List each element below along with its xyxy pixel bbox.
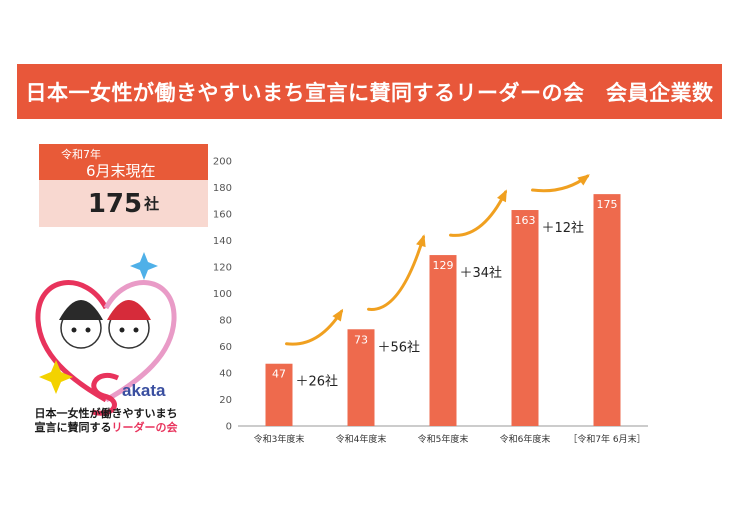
increment-label: ＋56社 bbox=[378, 339, 421, 355]
y-tick-label: 80 bbox=[219, 316, 232, 327]
status-header: 令和7年 6月末現在 bbox=[39, 144, 208, 180]
arrow-head-icon bbox=[416, 234, 426, 248]
bar-value-label: 73 bbox=[354, 333, 368, 346]
sparkle-icon bbox=[39, 360, 73, 394]
increment-label: ＋34社 bbox=[460, 265, 503, 281]
y-tick-label: 140 bbox=[213, 236, 232, 247]
bar-value-label: 175 bbox=[597, 198, 618, 211]
mascot-right-hat bbox=[107, 300, 151, 320]
status-era: 令和7年 bbox=[61, 148, 101, 161]
logo-caption-line2: 宣言に賛同するリーダーの会 bbox=[26, 419, 186, 435]
status-card: 令和7年 6月末現在 175 社 bbox=[39, 144, 208, 227]
arrow-head-icon bbox=[332, 308, 344, 322]
increment-label: ＋26社 bbox=[296, 374, 339, 390]
increment-label: ＋12社 bbox=[542, 220, 585, 236]
logo-wordmark: akata bbox=[122, 381, 166, 400]
mascot-left-eye bbox=[71, 327, 77, 333]
x-tick-label: 令和5年度末 bbox=[418, 433, 469, 445]
x-tick-label: 令和6年度末 bbox=[500, 433, 551, 445]
mascot-left-eye bbox=[85, 327, 91, 333]
growth-arrow-icon bbox=[367, 235, 425, 311]
y-tick-label: 60 bbox=[219, 342, 232, 353]
growth-arrow-icon bbox=[449, 190, 507, 237]
bar bbox=[265, 363, 293, 426]
y-tick-label: 120 bbox=[213, 263, 232, 274]
logo-caption-main: 宣言に賛同する bbox=[34, 421, 112, 434]
bar bbox=[347, 329, 375, 426]
y-tick-label: 180 bbox=[213, 183, 232, 194]
status-count-box: 175 社 bbox=[39, 180, 208, 227]
sparkle-icon bbox=[130, 252, 158, 280]
x-tick-label: 令和3年度末 bbox=[254, 433, 305, 445]
member-count-unit: 社 bbox=[144, 195, 160, 213]
x-tick-label: ［令和7年 6月末］ bbox=[568, 433, 645, 445]
y-tick-label: 160 bbox=[213, 210, 232, 221]
logo-s-letter bbox=[91, 373, 120, 416]
y-tick-label: 40 bbox=[219, 369, 232, 380]
arrow-head-icon bbox=[577, 174, 590, 186]
member-count-chart: 0 20 40 60 80 100 120 140 160 180 200 47 令和3年度末 73 令和4… bbox=[213, 157, 648, 445]
bar bbox=[429, 255, 457, 426]
bar bbox=[593, 194, 621, 426]
bar bbox=[511, 210, 539, 426]
y-tick-label: 20 bbox=[219, 395, 232, 406]
logo-heart-right bbox=[103, 280, 177, 403]
arrow-head-icon bbox=[497, 189, 507, 203]
mascot-right-eye bbox=[133, 327, 139, 333]
mascot-right-eye bbox=[119, 327, 125, 333]
mascot-left-hat bbox=[59, 300, 103, 320]
logo-caption-line1: 日本一女性が働きやすいまち bbox=[34, 407, 178, 420]
bar-value-label: 163 bbox=[515, 214, 536, 227]
y-tick-label: 100 bbox=[213, 289, 232, 300]
y-tick-label: 0 bbox=[226, 422, 232, 433]
page-title: 日本一女性が働きやすいまち宣言に賛同するリーダーの会 会員企業数 bbox=[17, 64, 722, 119]
sakata-logo: akata bbox=[35, 252, 177, 416]
bar-value-label: 47 bbox=[272, 368, 286, 381]
y-tick-label: 200 bbox=[213, 157, 232, 168]
status-date: 6月末現在 bbox=[86, 162, 156, 180]
logo-heart-left bbox=[35, 280, 109, 403]
x-tick-label: 令和4年度末 bbox=[336, 433, 387, 445]
member-count: 175 bbox=[87, 188, 143, 219]
logo-caption-accent: リーダーの会 bbox=[111, 421, 178, 434]
bar-value-label: 129 bbox=[433, 259, 454, 272]
